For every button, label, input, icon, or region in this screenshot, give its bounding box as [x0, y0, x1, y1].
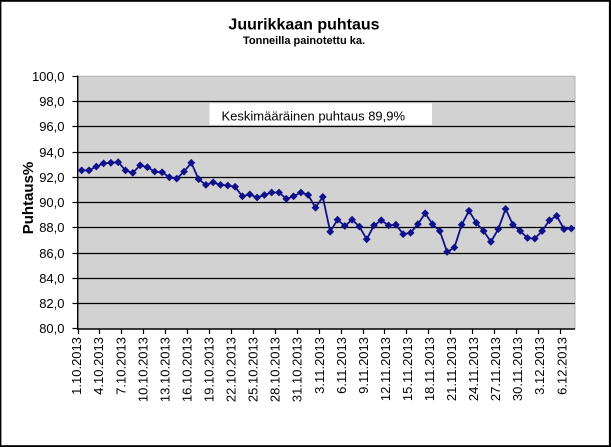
- svg-text:13.10.2013: 13.10.2013: [157, 337, 172, 402]
- svg-text:6.12.2013: 6.12.2013: [554, 337, 569, 395]
- svg-text:Juurikkaan puhtaus: Juurikkaan puhtaus: [228, 17, 379, 34]
- svg-text:12.11.2013: 12.11.2013: [378, 337, 393, 401]
- svg-text:82,0: 82,0: [39, 296, 64, 311]
- svg-text:4.10.2013: 4.10.2013: [91, 337, 106, 395]
- svg-text:96,0: 96,0: [39, 119, 64, 134]
- svg-text:6.11.2013: 6.11.2013: [334, 337, 349, 394]
- svg-text:30.11.2013: 30.11.2013: [510, 337, 525, 401]
- svg-text:18.11.2013: 18.11.2013: [422, 337, 437, 401]
- svg-text:88,0: 88,0: [39, 220, 64, 235]
- svg-text:84,0: 84,0: [39, 271, 64, 286]
- svg-text:31.10.2013: 31.10.2013: [290, 337, 305, 402]
- svg-text:Tonneilla painotettu ka.: Tonneilla painotettu ka.: [243, 35, 365, 47]
- svg-text:15.11.2013: 15.11.2013: [400, 337, 415, 401]
- svg-text:16.10.2013: 16.10.2013: [179, 337, 194, 402]
- svg-text:3.12.2013: 3.12.2013: [532, 337, 547, 395]
- svg-text:27.11.2013: 27.11.2013: [488, 337, 503, 401]
- svg-text:Puhtaus%: Puhtaus%: [20, 162, 37, 235]
- svg-text:22.10.2013: 22.10.2013: [224, 337, 239, 402]
- svg-text:3.11.2013: 3.11.2013: [312, 337, 327, 394]
- svg-text:25.10.2013: 25.10.2013: [246, 337, 261, 402]
- svg-text:21.11.2013: 21.11.2013: [444, 337, 459, 401]
- svg-text:92,0: 92,0: [39, 170, 64, 185]
- svg-text:10.10.2013: 10.10.2013: [135, 337, 150, 402]
- svg-text:94,0: 94,0: [39, 145, 64, 160]
- svg-text:86,0: 86,0: [39, 246, 64, 261]
- svg-text:24.11.2013: 24.11.2013: [466, 337, 481, 401]
- svg-text:7.10.2013: 7.10.2013: [113, 337, 128, 395]
- svg-text:98,0: 98,0: [39, 94, 64, 109]
- svg-text:90,0: 90,0: [39, 195, 64, 210]
- svg-text:28.10.2013: 28.10.2013: [268, 337, 283, 402]
- svg-text:19.10.2013: 19.10.2013: [202, 337, 217, 402]
- svg-text:9.11.2013: 9.11.2013: [356, 337, 371, 394]
- svg-text:100,0: 100,0: [32, 69, 65, 84]
- svg-text:Keskimääräinen puhtaus 89,9%: Keskimääräinen puhtaus 89,9%: [222, 109, 406, 124]
- svg-text:1.10.2013: 1.10.2013: [69, 337, 84, 395]
- svg-text:80,0: 80,0: [39, 321, 64, 336]
